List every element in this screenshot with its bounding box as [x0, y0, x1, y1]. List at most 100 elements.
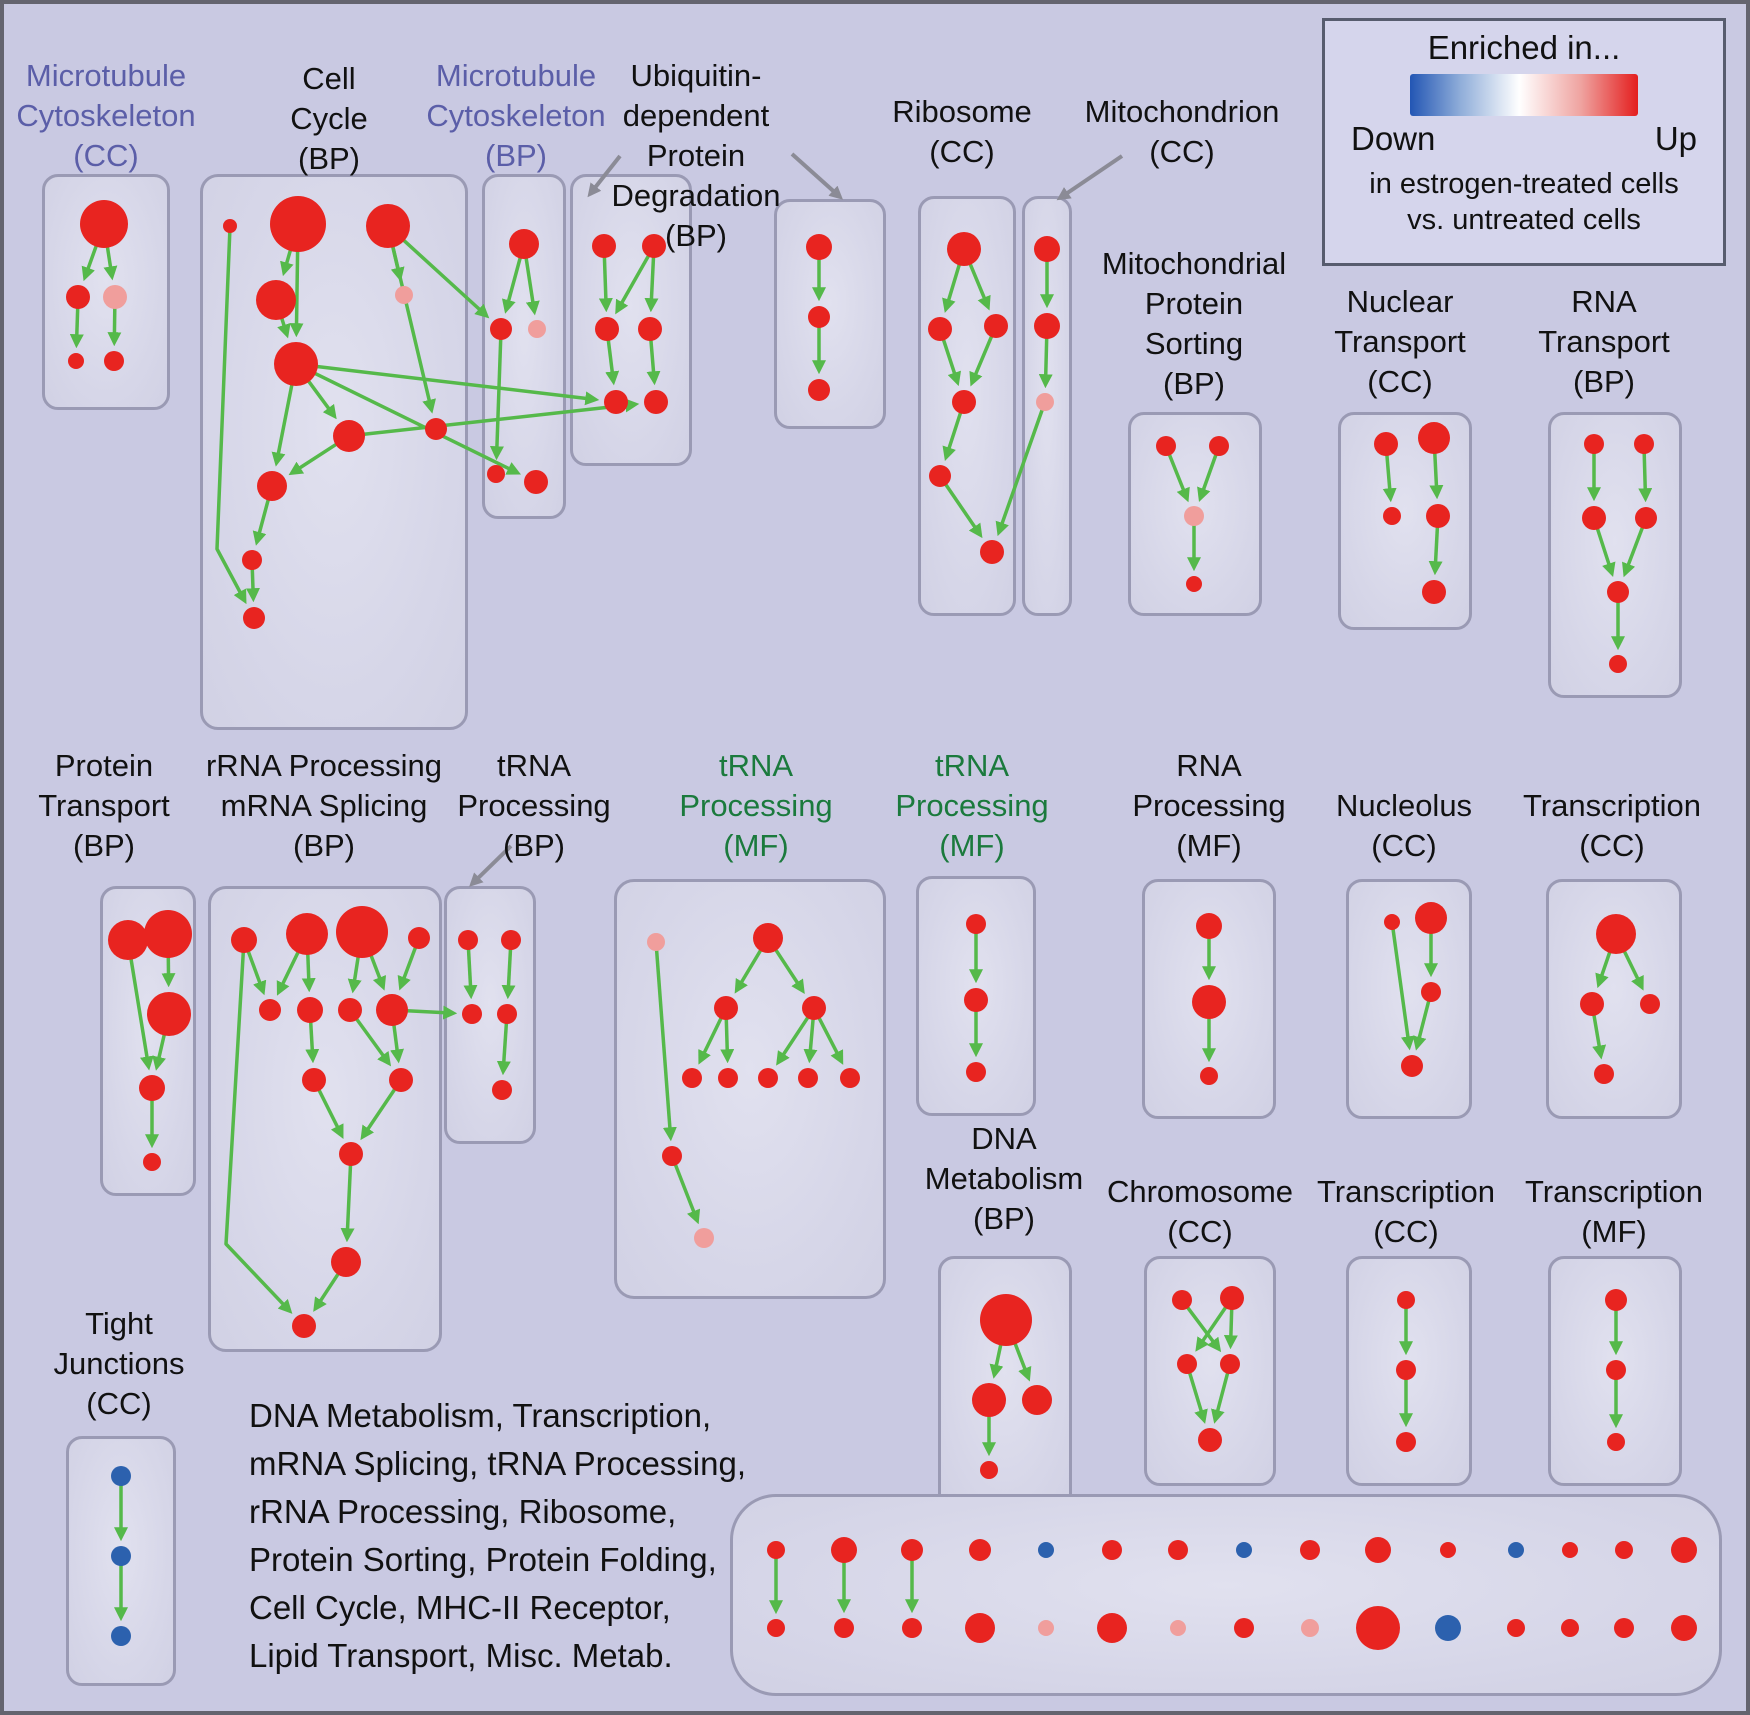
group-label-transcription-cc-1: Transcription (CC) — [1523, 786, 1701, 866]
group-box-nucleolus-cc — [1346, 879, 1472, 1119]
label-line: (BP) — [973, 1201, 1035, 1236]
label-line: Protein Sorting, Protein Folding, — [249, 1541, 717, 1578]
legend-subtitle-line1: in estrogen-treated cells — [1369, 168, 1679, 200]
label-line: rRNA Processing, Ribosome, — [249, 1493, 677, 1530]
label-line: (CC) — [86, 1386, 152, 1421]
group-label-trna-processing-bp: tRNA Processing (BP) — [457, 746, 610, 866]
group-label-nuclear-transport-cc: Nuclear Transport (CC) — [1334, 282, 1466, 402]
label-line: Tight — [85, 1306, 153, 1341]
label-line: (BP) — [665, 218, 727, 253]
label-line: Transcription — [1524, 1174, 1704, 1209]
label-line: (BP) — [502, 828, 565, 863]
label-line: Transport — [38, 788, 170, 823]
label-line: Protein — [646, 138, 746, 173]
label-line: Microtubule — [435, 58, 597, 93]
group-label-trna-processing-mf-1: tRNA Processing (MF) — [679, 746, 832, 866]
group-label-mitochondrion-cc: Mitochondrion (CC) — [1085, 92, 1280, 172]
label-line: (MF) — [1176, 828, 1242, 863]
group-box-protein-transport-bp — [100, 886, 196, 1196]
legend: Enriched in... Down Up in estrogen-treat… — [1322, 18, 1726, 266]
label-line: (CC) — [1149, 134, 1215, 169]
group-box-trna-processing-bp — [444, 886, 536, 1144]
legend-subtitle-line2: vs. untreated cells — [1407, 204, 1641, 236]
group-label-transcription-cc-2: Transcription (CC) — [1317, 1172, 1495, 1252]
label-line: Sorting — [1144, 326, 1244, 361]
group-label-rna-processing-mf: RNA Processing (MF) — [1132, 746, 1285, 866]
label-line: RNA — [1571, 284, 1637, 319]
group-box-microtubule-cytoskeleton-bp — [482, 174, 566, 519]
group-label-rna-transport-bp: RNA Transport (BP) — [1538, 282, 1670, 402]
group-label-mitochondrial-protein-sorting-bp: Mitochondrial Protein Sorting (BP) — [1102, 244, 1286, 404]
label-line: Processing — [679, 788, 833, 823]
label-line: (BP) — [72, 828, 135, 863]
group-box-cell-cycle-bp — [200, 174, 468, 730]
group-box-chromosome-cc — [1144, 1256, 1276, 1486]
label-line: mRNA Splicing, tRNA Processing, — [249, 1445, 747, 1482]
group-box-ubiquitin-degradation-bp-2 — [774, 199, 886, 429]
group-box-dna-metabolism-bp — [938, 1256, 1072, 1512]
legend-down-label: Down — [1351, 120, 1436, 157]
group-label-cell-cycle-bp: Cell Cycle (BP) — [290, 59, 368, 179]
group-label-rrna-processing-mrna-splicing-bp: rRNA Processing mRNA Splicing (BP) — [206, 746, 442, 866]
label-line: (CC) — [1371, 828, 1437, 863]
label-line: (CC) — [1367, 364, 1433, 399]
group-box-mitochondrial-protein-sorting-bp — [1128, 412, 1262, 616]
group-box-nuclear-transport-cc — [1338, 412, 1472, 630]
label-line: (BP) — [485, 138, 547, 173]
label-line: Microtubule — [25, 58, 187, 93]
label-line: Mitochondrion — [1084, 94, 1280, 129]
group-label-ribosome-cc: Ribosome (CC) — [892, 92, 1032, 172]
label-line: Cell — [302, 61, 356, 96]
label-line: RNA — [1176, 748, 1242, 783]
label-line: Protein — [1144, 286, 1244, 321]
label-line: Protein — [54, 748, 154, 783]
label-line: tRNA — [496, 748, 572, 783]
group-label-protein-transport-bp: Protein Transport (BP) — [38, 746, 170, 866]
label-line: Junctions — [53, 1346, 185, 1381]
legend-title: Enriched in... — [1427, 29, 1621, 66]
label-line: (CC) — [929, 134, 995, 169]
label-line: Mitochondrial — [1101, 246, 1287, 281]
label-line: Cytoskeleton — [16, 98, 196, 133]
group-box-ribosome-cc — [918, 196, 1016, 616]
group-box-rna-transport-bp — [1548, 412, 1682, 698]
group-label-dna-metabolism-bp: DNA Metabolism (BP) — [925, 1119, 1084, 1239]
label-line: (MF) — [939, 828, 1005, 863]
group-label-chromosome-cc: Chromosome (CC) — [1107, 1172, 1293, 1252]
group-label-tight-junctions-cc: Tight Junctions (CC) — [54, 1304, 185, 1424]
group-box-transcription-cc-1 — [1546, 879, 1682, 1119]
label-line: Transport — [1538, 324, 1670, 359]
label-line: Processing — [457, 788, 611, 823]
group-box-trna-processing-mf-2 — [916, 876, 1036, 1116]
label-line: Processing — [895, 788, 1049, 823]
label-line: (CC) — [1579, 828, 1645, 863]
label-line: Chromosome — [1106, 1174, 1294, 1209]
label-line: tRNA — [718, 748, 794, 783]
group-label-microtubule-cytoskeleton-bp: Microtubule Cytoskeleton (BP) — [426, 56, 605, 176]
label-line: (BP) — [1163, 366, 1225, 401]
label-line: Degradation — [611, 178, 781, 213]
label-line: Ribosome — [892, 94, 1032, 129]
label-line: Cycle — [290, 101, 368, 136]
group-label-trna-processing-mf-2: tRNA Processing (MF) — [895, 746, 1048, 866]
group-label-misc-metabolism: DNA Metabolism, Transcription, mRNA Splic… — [249, 1392, 746, 1680]
label-line: Cytoskeleton — [426, 98, 606, 133]
label-line: (BP) — [1572, 364, 1635, 399]
group-box-tight-junctions-cc — [66, 1436, 176, 1686]
label-line: Cell Cycle, MHC-II Receptor, — [249, 1589, 671, 1626]
label-line: Transcription — [1316, 1174, 1496, 1209]
label-line: (CC) — [1373, 1214, 1439, 1249]
label-line: DNA Metabolism, Transcription, — [249, 1397, 712, 1434]
group-label-microtubule-cytoskeleton-cc: Microtubule Cytoskeleton (CC) — [16, 56, 195, 176]
label-line: Processing — [1132, 788, 1286, 823]
group-box-microtubule-cytoskeleton-cc — [42, 174, 170, 410]
label-line: Transcription — [1522, 788, 1702, 823]
label-line: mRNA Splicing — [220, 788, 428, 823]
label-line: Metabolism — [924, 1161, 1084, 1196]
group-box-transcription-mf — [1548, 1256, 1682, 1486]
legend-up-label: Up — [1654, 120, 1697, 157]
label-line: Nuclear — [1346, 284, 1454, 319]
annotation-arrow — [790, 152, 844, 200]
label-line: Transport — [1334, 324, 1466, 359]
